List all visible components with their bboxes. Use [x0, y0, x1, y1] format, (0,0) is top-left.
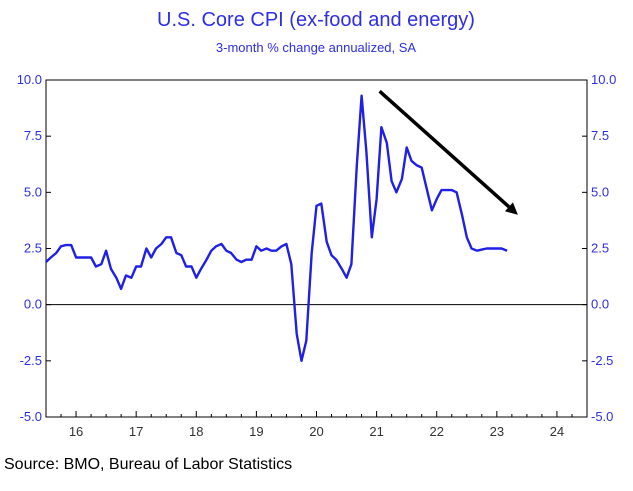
y-tick-label-left: -2.5 [20, 353, 42, 368]
chart-title: U.S. Core CPI (ex-food and energy) [157, 9, 475, 31]
y-tick-label-left: -5.0 [20, 409, 42, 424]
y-tick-label-right: 7.5 [591, 128, 609, 143]
y-tick-label-left: 0.0 [24, 297, 42, 312]
x-tick-label: 23 [490, 424, 504, 439]
y-tick-label-left: 5.0 [24, 184, 42, 199]
y-tick-label-right: 5.0 [591, 184, 609, 199]
x-tick-label: 24 [550, 424, 564, 439]
x-tick-label: 20 [309, 424, 323, 439]
y-tick-label-left: 10.0 [17, 72, 42, 87]
y-tick-label-right: 0.0 [591, 297, 609, 312]
chart-source: Source: BMO, Bureau of Labor Statistics [4, 456, 292, 473]
series-line [45, 94, 508, 362]
trend-arrow-head [504, 202, 518, 215]
x-tick-label: 19 [249, 424, 263, 439]
y-tick-label-right: 10.0 [591, 72, 616, 87]
plot-area: 10.0 10.0 7.5 7.5 5.0 5.0 2.5 2.5 0.0 0.0 -2.5 -2.5… [17, 72, 617, 439]
x-tick-label: 17 [129, 424, 143, 439]
y-tick-label-right: -5.0 [591, 409, 613, 424]
x-tick-label: 16 [69, 424, 83, 439]
plot-frame [45, 79, 588, 418]
y-tick-label-right: -2.5 [591, 353, 613, 368]
chart-subtitle: 3-month % change annualized, SA [216, 40, 417, 55]
y-tick-label-left: 7.5 [24, 128, 42, 143]
trend-arrow-shaft [378, 89, 511, 209]
y-tick-label-right: 2.5 [591, 241, 609, 256]
x-tick-label: 18 [189, 424, 203, 439]
x-tick-label: 21 [369, 424, 383, 439]
x-tick-label: 22 [429, 424, 443, 439]
y-tick-label-left: 2.5 [24, 241, 42, 256]
